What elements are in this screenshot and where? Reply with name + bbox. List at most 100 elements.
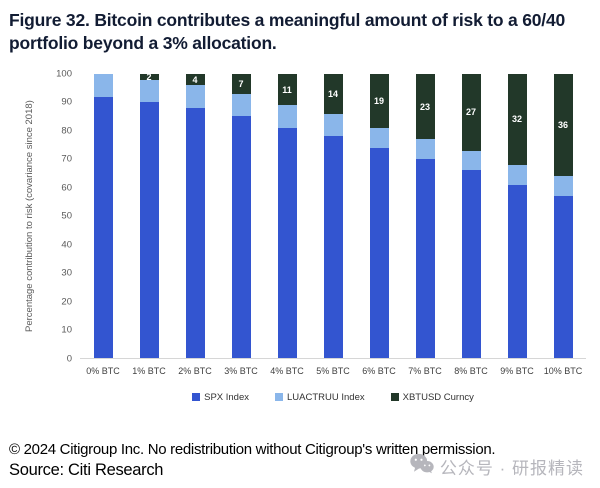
bar-segment [415,139,435,160]
wechat-icon [410,453,434,479]
stacked-bar: 32 [507,73,527,358]
bar-segment [231,93,251,117]
x-tick-label: 7% BTC [408,365,442,376]
bar-slot: 4 [172,73,218,358]
bar-segment: 11 [277,73,297,106]
bar-slot: 32 [494,73,540,358]
bar-slot: 19 [356,73,402,358]
bar-segment [553,176,573,196]
bar-segment [369,147,389,358]
y-tick-label: 40 [61,239,72,251]
bar-segment: 14 [323,73,343,114]
bar-data-label: 36 [557,120,569,130]
y-tick-label: 90 [61,96,72,108]
bar-segment [185,85,205,108]
chart-legend: SPX Index LUACTRUU Index XBTUSD Curncy [80,392,586,403]
footer: © 2024 Citigroup Inc. No redistribution … [9,441,600,480]
y-tick-label: 80 [61,125,72,137]
y-tick-label: 0 [66,353,72,365]
watermark: 公众号 · 研报精读 [410,453,584,479]
bar-data-label: 23 [419,101,431,112]
bar-segment [139,102,159,358]
x-axis-labels: 0% BTC 1% BTC 2% BTC 3% BTC 4% BTC 5% BTC 6% B… [80,366,586,376]
y-tick-label: 50 [61,210,72,222]
bar-segment: 19 [369,73,389,128]
legend-swatch [192,393,201,402]
y-tick-label: 60 [61,182,72,194]
x-tick-label: 5% BTC [316,365,350,376]
x-tick-label: 9% BTC [500,365,534,376]
x-tick-label: 4% BTC [270,365,304,376]
y-tick-label: 70 [61,153,72,165]
stacked-bar: 23 [415,73,435,358]
bar-segment [553,196,573,358]
bar-data-label: 32 [511,114,523,125]
legend-item: LUACTRUU Index [275,392,365,403]
stacked-bar: 7 [231,73,251,358]
legend-swatch [275,393,283,402]
y-tick-label: 20 [61,296,72,308]
bar-segment: 4 [185,73,205,86]
x-tick-label: 0% BTC [86,365,120,376]
figure-title: Figure 32. Bitcoin contributes a meaning… [9,10,566,54]
bar-segment [507,164,527,185]
bar-segment [185,107,205,358]
bar-slot: 23 [402,73,448,358]
bar-data-label: 14 [327,88,339,99]
bar-segment [277,127,297,358]
bars-container: 2 4 7 11 14 19 23 27 32 36 [80,71,586,358]
legend-swatch [390,393,399,402]
bar-segment [415,159,435,358]
bar-segment: 36 [553,73,573,177]
bar-data-label: 4 [192,74,198,85]
bar-segment [461,150,481,171]
bar-segment [93,96,113,358]
bar-segment [323,113,343,137]
bar-segment: 2 [139,71,159,82]
legend-item: SPX Index [192,392,249,403]
stacked-bar: 11 [277,73,297,358]
copyright-text: © 2024 Citigroup Inc. No redistribution … [9,440,496,458]
x-tick-label: 1% BTC [132,365,166,376]
source-text: Source: Citi Research [9,460,164,479]
bar-data-label: 27 [465,107,477,118]
bar-data-label: 19 [373,95,385,106]
bar-slot: 11 [264,73,310,358]
bar-segment [93,73,113,97]
bar-segment [139,79,159,103]
bar-segment [507,184,527,358]
legend-label: SPX Index [204,391,249,403]
bar-data-label: 2 [146,71,152,82]
bar-segment [277,105,297,128]
x-tick-label: 3% BTC [224,365,258,376]
y-tick-label: 100 [56,68,72,80]
bar-segment [323,136,343,358]
bar-data-label: 11 [282,84,292,95]
bar-segment [231,116,251,358]
stacked-bar: 19 [369,73,389,358]
x-tick-label: 8% BTC [454,365,488,376]
y-tick-label: 30 [61,267,72,279]
bar-data-label: 7 [238,78,244,89]
bar-segment: 7 [231,73,251,94]
y-axis-ticks: 0 10 20 30 40 50 60 70 80 90 100 [44,68,72,364]
bar-slot: 36 [540,73,586,358]
x-tick-label: 6% BTC [362,365,396,376]
stacked-bar: 4 [185,73,205,358]
bar-slot: 7 [218,73,264,358]
stacked-bar: 36 [553,73,573,358]
x-tick-label: 10% BTC [543,365,583,376]
bar-segment: 27 [461,73,481,151]
y-tick-label: 10 [61,324,72,336]
bar-slot [80,73,126,358]
stacked-bar-chart: Percentage contribution to risk (covaria… [0,61,600,407]
legend-item: XBTUSD Curncy [390,392,474,403]
x-tick-label: 2% BTC [178,365,212,376]
bar-segment: 32 [507,73,527,165]
bar-slot: 27 [448,73,494,358]
watermark-text: 公众号 · 研报精读 [439,458,584,478]
bar-slot: 2 [126,71,172,358]
plot-area: 2 4 7 11 14 19 23 27 32 36 [80,71,586,359]
stacked-bar [93,73,113,358]
